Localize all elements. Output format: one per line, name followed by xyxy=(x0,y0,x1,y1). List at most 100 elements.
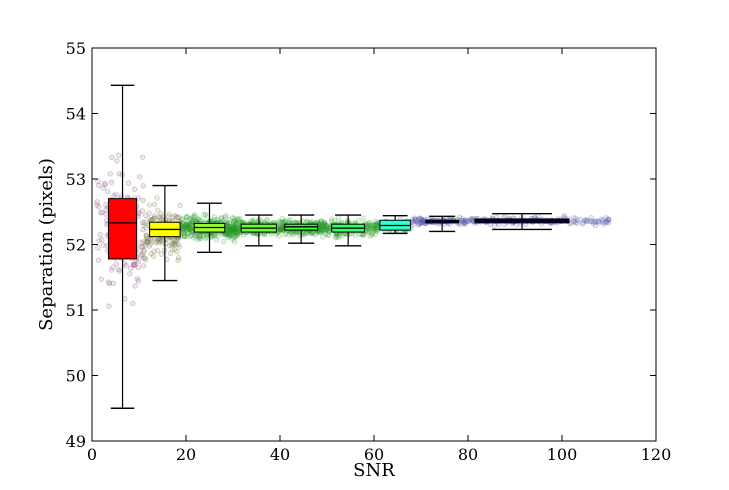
scatter-point xyxy=(146,210,152,216)
scatter-point xyxy=(226,224,232,230)
scatter-point xyxy=(143,257,149,263)
scatter-point xyxy=(368,226,374,232)
scatter-point xyxy=(141,247,147,254)
scatter-point xyxy=(369,231,376,237)
scatter-point xyxy=(151,248,157,254)
scatter-point xyxy=(229,215,236,221)
scatter-point xyxy=(192,233,199,239)
scatter-point xyxy=(278,225,284,231)
scatter-point xyxy=(228,226,235,232)
scatter-point xyxy=(367,233,373,239)
scatter-point xyxy=(227,227,234,233)
scatter-point xyxy=(182,222,189,229)
scatter-point xyxy=(571,215,577,221)
scatter-point xyxy=(463,217,469,223)
scatter-point xyxy=(232,228,238,234)
scatter-point xyxy=(185,223,191,229)
scatter-point xyxy=(128,265,134,271)
scatter-point xyxy=(600,221,607,227)
scatter-point xyxy=(179,217,185,223)
scatter-point xyxy=(141,249,147,255)
scatter-point xyxy=(374,222,380,228)
scatter-point xyxy=(264,216,270,222)
scatter-point xyxy=(146,243,152,249)
scatter-point xyxy=(325,228,332,234)
scatter-point xyxy=(130,261,137,268)
scatter-point xyxy=(370,223,377,230)
scatter-point xyxy=(233,230,240,236)
scatter-point xyxy=(116,170,122,177)
scatter-point xyxy=(154,239,160,245)
scatter-point xyxy=(415,216,422,223)
scatter-point xyxy=(291,231,297,238)
scatter-point xyxy=(94,199,100,205)
scatter-point xyxy=(98,276,104,282)
scatter-point xyxy=(139,252,145,258)
scatter-point xyxy=(417,220,423,227)
scatter-point xyxy=(322,225,328,231)
scatter-point xyxy=(226,227,232,233)
scatter-point xyxy=(138,239,144,246)
scatter-point xyxy=(320,223,326,230)
scatter-point xyxy=(416,221,422,227)
scatter-point xyxy=(183,223,189,230)
scatter-point xyxy=(138,253,144,259)
scatter-point xyxy=(140,219,146,225)
scatter-point xyxy=(180,223,186,230)
x-tick-label: 60 xyxy=(364,445,384,464)
scatter-point xyxy=(277,227,284,233)
scatter-point xyxy=(228,224,234,230)
scatter-point xyxy=(319,222,325,228)
scatter-point xyxy=(230,229,236,235)
scatter-point xyxy=(470,215,476,222)
scatter-point xyxy=(233,221,239,227)
scatter-point xyxy=(171,246,178,253)
scatter-point xyxy=(233,229,239,236)
scatter-point xyxy=(137,248,143,254)
scatter-point xyxy=(371,225,377,231)
scatter-point xyxy=(151,201,158,208)
scatter-point xyxy=(279,215,285,222)
scatter-point xyxy=(288,217,294,223)
scatter-point xyxy=(179,216,185,222)
scatter-point xyxy=(604,218,610,225)
x-tick-label: 120 xyxy=(641,445,672,464)
scatter-point xyxy=(220,239,227,245)
scatter-point xyxy=(230,232,237,238)
scatter-point xyxy=(185,230,191,236)
y-tick-label: 55 xyxy=(66,39,86,58)
scatter-point xyxy=(581,217,587,224)
scatter-point xyxy=(312,232,318,238)
scatter-point xyxy=(367,222,374,229)
scatter-point xyxy=(280,219,287,225)
scatter-point xyxy=(159,216,165,222)
scatter-point xyxy=(370,226,377,232)
scatter-point xyxy=(231,224,237,230)
scatter-point xyxy=(140,227,146,233)
scatter-point xyxy=(331,218,338,224)
scatter-point xyxy=(190,218,196,224)
scatter-point xyxy=(235,216,242,222)
scatter-point xyxy=(116,266,122,273)
scatter-point xyxy=(159,238,165,244)
scatter-point xyxy=(412,216,418,222)
scatter-point xyxy=(215,233,221,239)
scatter-point xyxy=(131,186,138,192)
scatter-point xyxy=(187,216,194,222)
scatter-point xyxy=(181,225,188,231)
scatter-point xyxy=(241,232,247,238)
scatter-point xyxy=(329,216,335,222)
scatter-point xyxy=(183,221,190,227)
scatter-point xyxy=(110,280,117,286)
scatter-point xyxy=(588,215,594,221)
scatter-point xyxy=(226,231,232,238)
scatter-point xyxy=(183,225,189,231)
scatter-point xyxy=(230,227,236,233)
scatter-point xyxy=(227,227,233,233)
scatter-point xyxy=(189,213,196,220)
scatter-point xyxy=(226,219,232,226)
scatter-point xyxy=(313,230,320,236)
scatter-point xyxy=(279,226,285,232)
scatter-point xyxy=(236,230,242,236)
scatter-point xyxy=(321,222,327,228)
